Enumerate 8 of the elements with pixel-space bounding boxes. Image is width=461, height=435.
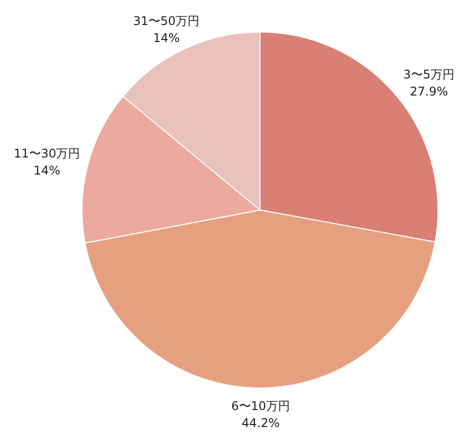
slice-label: 11〜30万円 <box>14 146 80 161</box>
slice-label: 6〜10万円 <box>231 399 290 413</box>
data-label: 14% <box>34 164 60 178</box>
data-label: 27.9% <box>410 84 448 99</box>
data-label: 44.2% <box>242 416 280 430</box>
slice-label: 31〜50万円 <box>133 14 200 28</box>
slice-label: 3〜5万円 <box>403 68 455 82</box>
data-label: 14% <box>153 31 180 46</box>
